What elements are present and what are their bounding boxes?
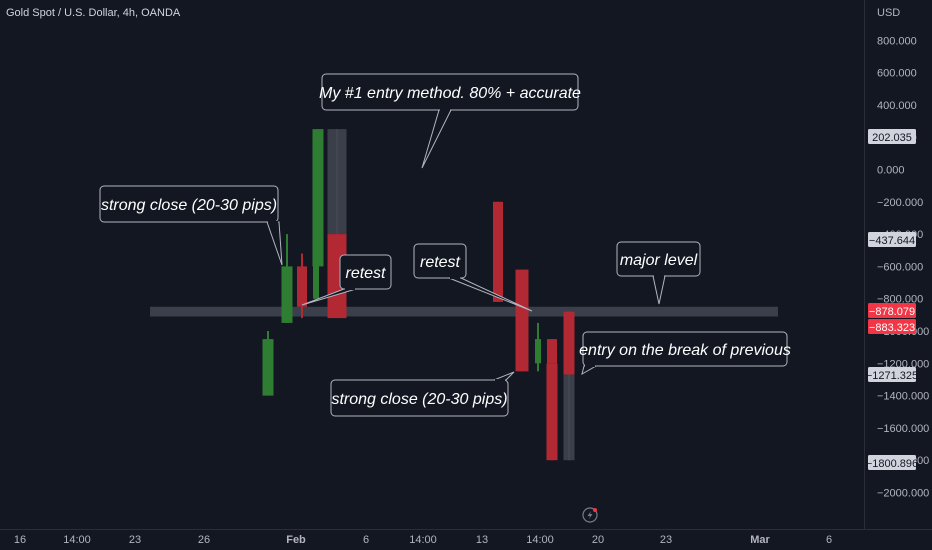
price-label: −437.644 — [868, 232, 916, 247]
candle-up[interactable] — [262, 331, 274, 396]
annotation-callout[interactable]: retest — [413, 243, 533, 312]
x-tick-label: 14:00 — [409, 534, 437, 546]
y-tick-label: 800.000 — [877, 35, 917, 47]
currency-label: USD — [877, 7, 900, 19]
callout-text: strong close (20-30 pips) — [101, 197, 277, 214]
candle-body — [563, 311, 575, 375]
annotation-callout[interactable]: entry on the break of previous — [579, 331, 791, 376]
price-label-layer: 202.035 −437.644 −878.079 −883.323 −1271.325… — [866, 129, 918, 470]
candle-body — [327, 129, 347, 235]
x-tick-label: 26 — [198, 534, 210, 546]
y-tick-label: −1400.000 — [877, 391, 929, 403]
price-label-text: −437.644 — [869, 235, 915, 247]
x-tick-label: 14:00 — [526, 534, 554, 546]
callout-text: entry on the break of previous — [579, 342, 791, 359]
candle-down[interactable] — [515, 269, 529, 372]
candle-body — [281, 266, 293, 323]
y-tick-label: −2000.000 — [877, 488, 929, 500]
y-tick-label: 600.000 — [877, 68, 917, 80]
candle-up[interactable] — [312, 129, 324, 299]
callout-box — [330, 379, 509, 417]
callout-text: strong close (20-30 pips) — [331, 391, 507, 408]
price-label: −883.323 — [868, 319, 916, 334]
x-tick-label: 23 — [129, 534, 141, 546]
candle-body — [546, 363, 558, 461]
candle-body — [547, 339, 557, 364]
candle-ghost[interactable] — [563, 374, 575, 461]
candle-body — [515, 269, 529, 372]
candle-up[interactable] — [535, 322, 541, 372]
candle-up[interactable] — [281, 234, 293, 323]
candle-body — [312, 129, 324, 267]
y-tick-label: −1600.000 — [877, 423, 929, 435]
price-label-text: −1800.896 — [866, 458, 918, 470]
major-level-zone[interactable] — [150, 306, 778, 317]
candle-body — [297, 266, 307, 307]
x-tick-label: Feb — [286, 534, 306, 546]
callout-box — [339, 254, 392, 290]
price-label: −1271.325 — [866, 367, 918, 382]
zone-layer — [150, 306, 778, 317]
candle-body — [563, 374, 575, 461]
candle-body — [493, 201, 503, 302]
callout-box — [413, 243, 467, 279]
annotation-callout[interactable]: retest — [301, 254, 392, 306]
candle-layer[interactable] — [262, 129, 575, 461]
candle-down[interactable] — [297, 253, 307, 319]
annotation-callout[interactable]: strong close (20-30 pips) — [99, 185, 283, 266]
price-label: −1800.896 — [866, 455, 918, 470]
lightning-icon[interactable] — [582, 507, 598, 523]
candle-body — [262, 339, 274, 396]
x-tick-label: Mar — [750, 534, 770, 546]
candle-down[interactable] — [563, 311, 575, 375]
time-axis[interactable]: 16 14:00 23 26 Feb 6 14:00 13 14:00 20 23 Mar 6 — [0, 529, 932, 547]
callout-text: major level — [620, 252, 698, 269]
annotation-callout[interactable]: major level — [616, 241, 701, 305]
callout-box — [99, 185, 279, 223]
candle-down[interactable] — [546, 363, 558, 461]
x-tick-label: 13 — [476, 534, 488, 546]
x-tick-label: 20 — [592, 534, 604, 546]
candle-body — [535, 339, 541, 364]
callout-text: My #1 entry method. 80% + accurate — [319, 85, 581, 102]
price-label-text: −878.079 — [869, 306, 915, 318]
y-tick-label: 400.000 — [877, 100, 917, 112]
callout-box — [582, 331, 788, 367]
callout-text: retest — [420, 254, 461, 271]
annotation-callout[interactable]: strong close (20-30 pips) — [330, 371, 515, 417]
candle-body — [313, 258, 317, 299]
annotation-layer[interactable]: My #1 entry method. 80% + accurate strong… — [99, 73, 791, 417]
callout-text: retest — [345, 265, 386, 282]
price-label-text: −1271.325 — [866, 370, 918, 382]
y-tick-label: 0.000 — [877, 165, 905, 177]
annotation-callout[interactable]: My #1 entry method. 80% + accurate — [319, 73, 581, 169]
price-label: 202.035 — [868, 129, 916, 144]
price-label: −878.079 — [868, 303, 916, 318]
price-label-text: −883.323 — [869, 322, 915, 334]
y-tick-label: −800.000 — [877, 294, 923, 306]
x-tick-label: 14:00 — [63, 534, 91, 546]
x-tick-label: 6 — [826, 534, 832, 546]
y-tick-label: −200.000 — [877, 197, 923, 209]
y-tick-label: −600.000 — [877, 261, 923, 273]
x-tick-label: 16 — [14, 534, 26, 546]
x-tick-label: 6 — [363, 534, 369, 546]
x-tick-label: 23 — [660, 534, 672, 546]
chart-title: Gold Spot / U.S. Dollar, 4h, OANDA — [6, 7, 181, 19]
candle-down[interactable] — [493, 201, 503, 302]
price-label-text: 202.035 — [872, 132, 912, 144]
